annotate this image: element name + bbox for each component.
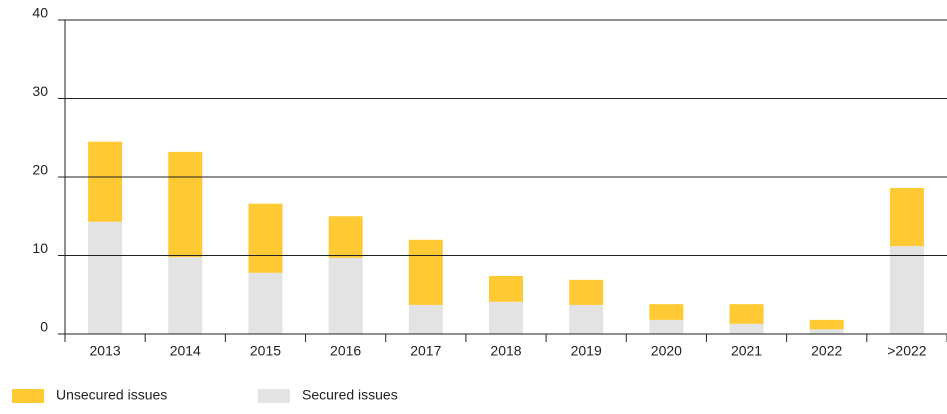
legend-label: Unsecured issues xyxy=(56,387,167,403)
x-tick-label: 2014 xyxy=(170,343,201,359)
bar-segment xyxy=(328,216,363,258)
bar-segment xyxy=(248,203,283,273)
y-tick-label: 20 xyxy=(32,162,48,178)
x-tick-label: 2021 xyxy=(731,343,762,359)
bar-segment xyxy=(408,304,443,334)
bar-segment xyxy=(889,187,924,247)
x-tick-label: 2015 xyxy=(250,343,281,359)
bar-segment xyxy=(809,319,844,330)
bar-segment xyxy=(809,329,844,334)
legend-swatch xyxy=(258,389,290,403)
bar-segment xyxy=(248,272,283,334)
bar-segment xyxy=(168,257,203,334)
x-tick-label: 2016 xyxy=(330,343,361,359)
bar-segment xyxy=(569,304,604,334)
legend-label: Secured issues xyxy=(302,387,398,403)
x-tick-label: 2018 xyxy=(490,343,521,359)
x-tick-label: 2013 xyxy=(90,343,121,359)
bar-segment xyxy=(168,151,203,258)
bar-segment xyxy=(88,221,123,334)
x-tick-label: 2020 xyxy=(651,343,682,359)
bar-segment xyxy=(729,323,764,334)
y-tick-label: 0 xyxy=(40,319,48,335)
bar-segment xyxy=(489,275,523,302)
bar-segment xyxy=(408,239,443,305)
legend-swatch xyxy=(12,389,44,403)
bar-segment xyxy=(328,257,363,334)
bar-segment xyxy=(649,304,684,320)
bar-segment xyxy=(88,141,123,222)
y-tick-label: 10 xyxy=(32,240,48,256)
x-tick-label: >2022 xyxy=(887,343,927,359)
bar-segment xyxy=(889,246,924,334)
y-tick-label: 30 xyxy=(32,83,48,99)
bar-segment xyxy=(649,319,684,334)
x-tick-label: 2017 xyxy=(410,343,441,359)
x-tick-label: 2019 xyxy=(571,343,602,359)
bar-segment xyxy=(729,304,764,324)
x-tick-label: 2022 xyxy=(811,343,842,359)
bar-segment xyxy=(569,279,604,305)
y-tick-label: 40 xyxy=(32,5,48,21)
bar-segment xyxy=(489,301,523,334)
